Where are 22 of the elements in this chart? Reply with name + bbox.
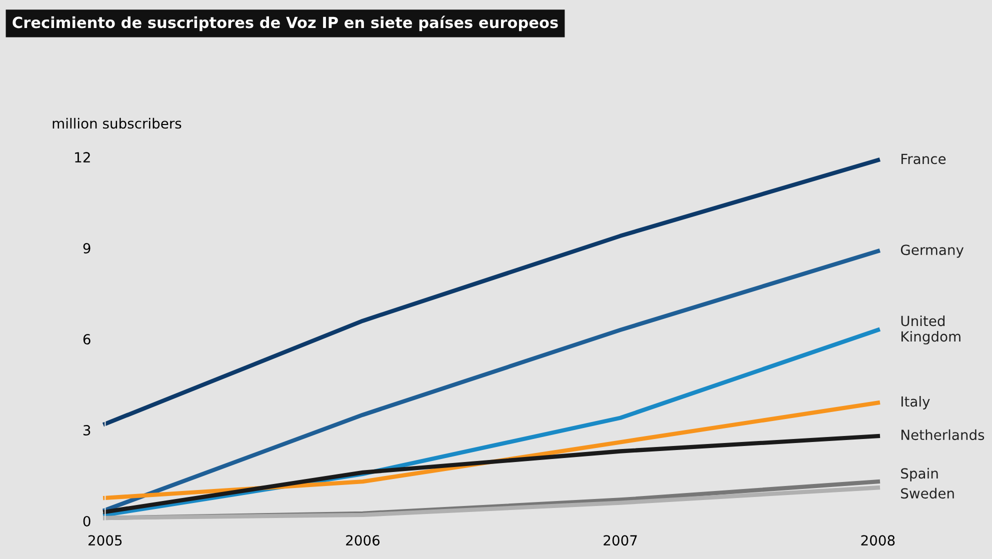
x-tick-label: 2007	[604, 535, 637, 546]
y-tick-label: 6	[83, 334, 90, 345]
series-label: Spain	[901, 468, 938, 482]
series-label: Netherlands	[902, 429, 984, 440]
line-series	[103, 249, 880, 512]
line-series	[103, 486, 880, 520]
x-tick-label: 2006	[346, 535, 380, 546]
x-tick-label: 2005	[88, 535, 122, 546]
y-axis-title: million subscribers	[52, 118, 182, 129]
y-tick-label: 12	[75, 152, 90, 162]
y-tick-label: 3	[83, 424, 90, 436]
series-label: United Kingdom	[901, 315, 960, 344]
series-label: Sweden	[901, 488, 954, 499]
y-tick-label: 9	[83, 243, 90, 254]
series-label: Italy	[902, 396, 930, 410]
series-label: France	[902, 154, 946, 164]
series-label: Germany	[900, 244, 964, 258]
line-series	[103, 434, 880, 514]
y-tick-label: 0	[83, 516, 90, 526]
x-tick-label: 2008	[861, 535, 895, 546]
line-series	[103, 158, 880, 426]
chart-title: Crecimiento de suscriptores de Voz IP en siete países europeos	[12, 16, 558, 32]
